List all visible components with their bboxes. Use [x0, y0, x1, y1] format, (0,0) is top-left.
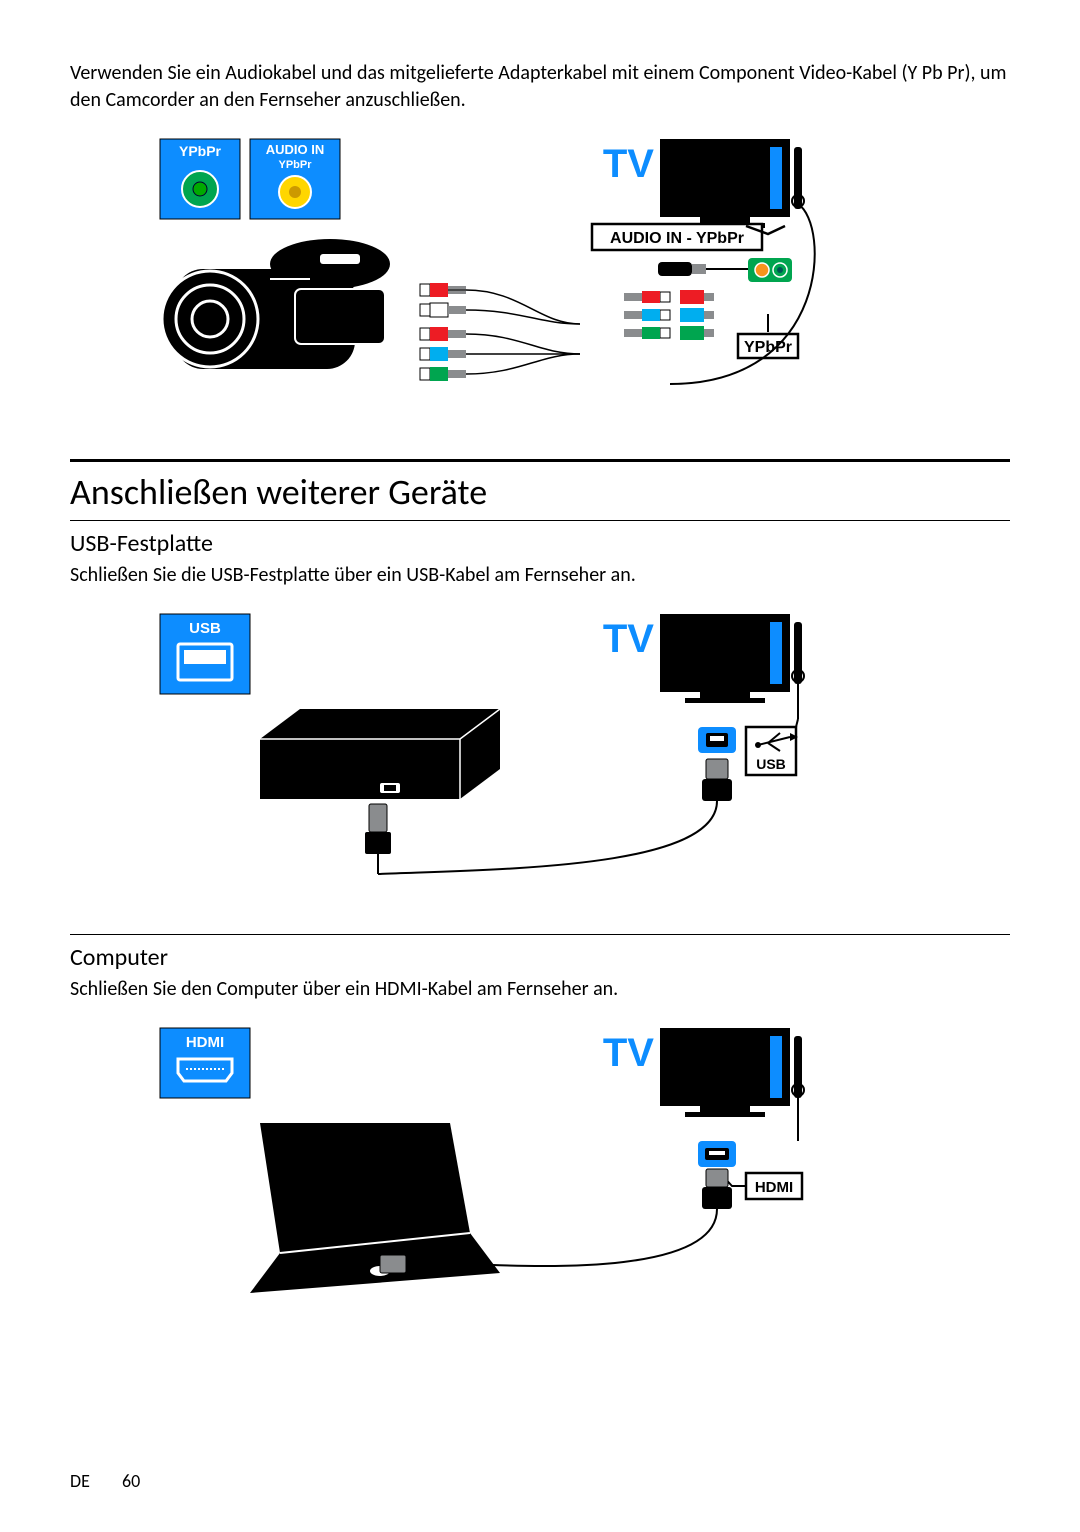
audio-in-ypbpr-callout: AUDIO IN - YPbPr — [610, 230, 744, 247]
usb-body: Schließen Sie die USB-Festplatte über ei… — [70, 562, 1010, 589]
computer-body: Schließen Sie den Computer über ein HDMI… — [70, 976, 1010, 1003]
hdmi-port-label: HDMI — [755, 1179, 793, 1196]
page-footer: DE 60 — [70, 1470, 140, 1492]
intro-paragraph: Verwenden Sie ein Audiokabel und das mit… — [70, 60, 1010, 114]
divider-thin-1 — [70, 520, 1010, 521]
tv-label-2: TV — [603, 617, 654, 661]
section-heading: Anschließen weiterer Geräte — [70, 470, 1010, 514]
footer-lang: DE — [70, 1470, 90, 1492]
hdmi-box-label: HDMI — [186, 1034, 224, 1051]
tv-label-1: TV — [603, 142, 654, 186]
divider-thin-2 — [70, 934, 1010, 935]
audioin-box-label: AUDIO IN — [266, 142, 325, 157]
diagram-usb: USB TV — [150, 609, 1010, 894]
usb-heading: USB-Festplatte — [70, 529, 1010, 558]
ypbpr-box-label: YPbPr — [179, 143, 222, 159]
diagram-hdmi: HDMI TV — [150, 1023, 1010, 1318]
audioin-box-sublabel: YPbPr — [278, 159, 312, 171]
diagram-ypbpr: YPbPr AUDIO IN YPbPr TV — [150, 134, 1010, 419]
usb-box-label: USB — [189, 620, 221, 637]
usb-port-label: USB — [756, 756, 786, 772]
computer-heading: Computer — [70, 943, 1010, 972]
divider-thick — [70, 459, 1010, 462]
tv-label-3: TV — [603, 1031, 654, 1075]
footer-page-number: 60 — [122, 1470, 140, 1492]
